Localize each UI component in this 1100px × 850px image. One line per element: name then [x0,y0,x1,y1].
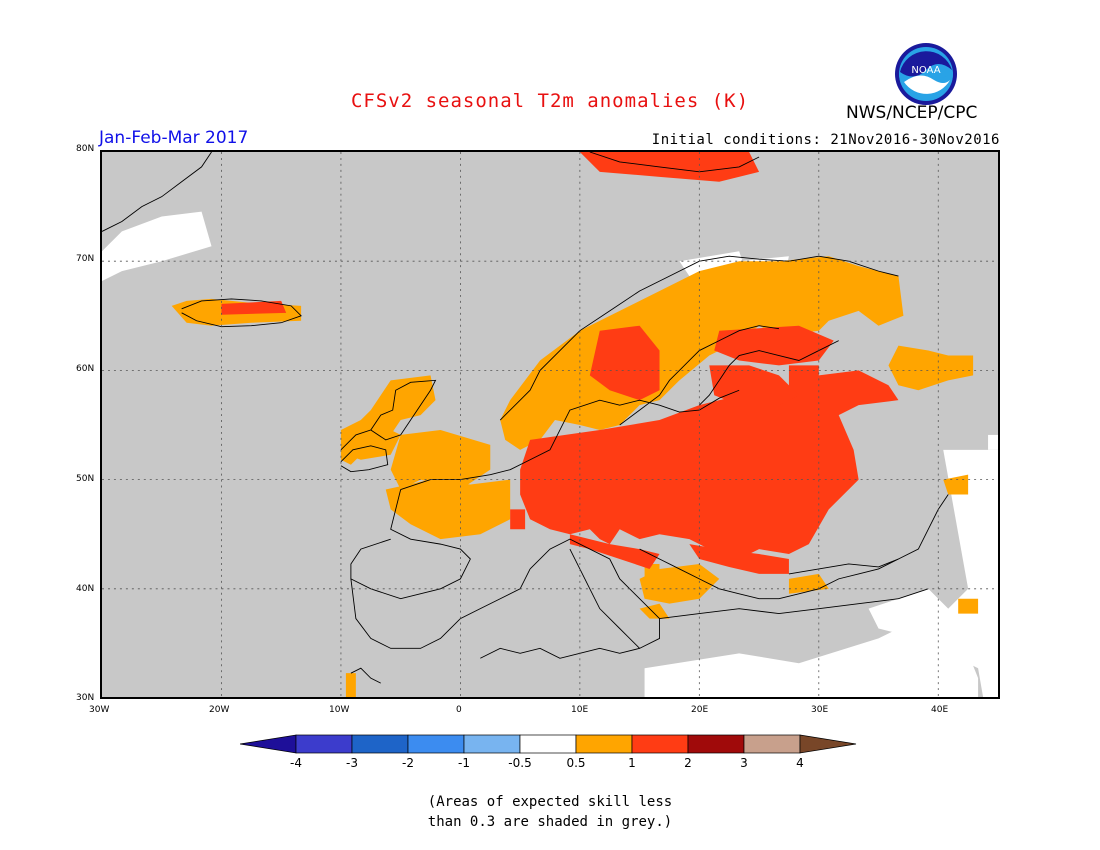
lat-label: 50N [76,474,95,484]
scale-tick-label: 4 [796,756,804,770]
lat-label: 80N [76,144,95,154]
color-scale-swatch [295,734,353,754]
lat-label: 40N [76,584,95,594]
color-scale-swatch [631,734,689,754]
lon-label: 10E [571,705,589,715]
graticule [102,152,998,697]
scale-tick-label: 0.5 [566,756,586,770]
color-scale-swatch [351,734,409,754]
lon-label: 0 [456,705,462,715]
lon-label: 40E [931,705,949,715]
scale-tick-label: -4 [290,756,302,770]
warm-anomaly-areas [171,256,979,697]
lon-label: 30E [811,705,829,715]
anomaly-map [100,150,1000,699]
strong-warm-anomaly-areas [221,152,899,574]
lon-label: 20W [209,705,230,715]
scale-tick-label: -0.5 [508,756,532,770]
color-scale-bar [240,734,857,754]
logo-text: NOAA [911,65,940,76]
color-scale-swatch [799,734,857,754]
coastlines [102,152,949,684]
color-scale-swatch [463,734,521,754]
color-scale-swatch [575,734,633,754]
skill-note-line: (Areas of expected skill less [427,794,673,810]
skill-note-line: than 0.3 are shaded in grey.) [427,814,673,830]
lat-label: 70N [76,254,95,264]
color-scale-swatch [687,734,745,754]
lat-label: 60N [76,364,95,374]
lon-label: 30W [89,705,110,715]
scale-tick-label: -2 [402,756,414,770]
color-scale-swatch [743,734,801,754]
forecast-period: Jan-Feb-Mar 2017 [99,128,249,148]
agency-label: NWS/NCEP/CPC [846,103,978,123]
color-scale-swatch [407,734,465,754]
skill-note: (Areas of expected skill less than 0.3 a… [0,792,1100,832]
initial-conditions: Initial conditions: 21Nov2016-30Nov2016 [651,132,1000,148]
lon-label: 10W [329,705,350,715]
scale-tick-label: 2 [684,756,692,770]
color-scale-swatch [519,734,577,754]
noaa-logo: NOAA [895,43,957,105]
lat-label: 30N [76,693,95,703]
color-scale-swatch [240,734,297,754]
scale-tick-label: 3 [740,756,748,770]
scale-tick-label: 1 [628,756,636,770]
chart-title: CFSv2 seasonal T2m anomalies (K) [350,90,750,112]
scale-tick-label: -1 [458,756,470,770]
scale-tick-label: -3 [346,756,358,770]
lon-label: 20E [691,705,709,715]
